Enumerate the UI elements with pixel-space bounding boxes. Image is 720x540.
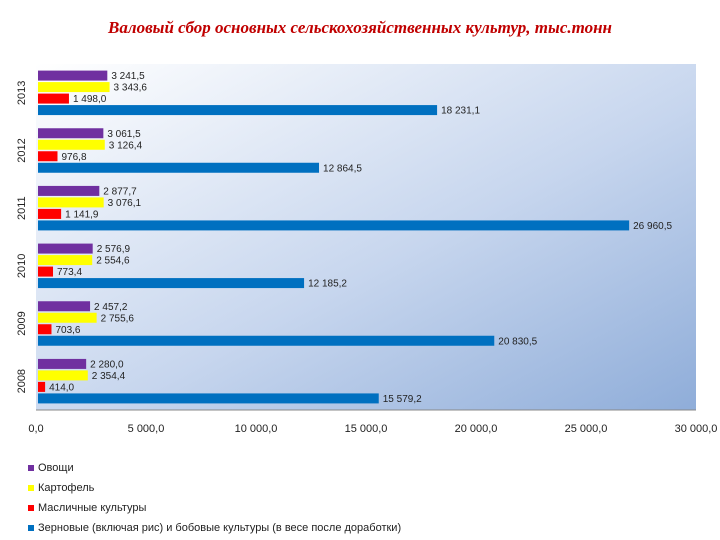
bar [38, 151, 58, 162]
bar [38, 93, 69, 104]
plot-area [36, 64, 696, 410]
data-label: 2 280,0 [90, 359, 124, 370]
data-label: 1 498,0 [73, 94, 107, 105]
legend-item-potatoes: Картофель [28, 478, 401, 498]
data-label: 2 457,2 [94, 302, 128, 313]
category-label: 2010 [16, 254, 28, 278]
bar [38, 128, 104, 139]
x-tick-label: 30 000,0 [675, 423, 718, 435]
legend-label: Масличные культуры [38, 502, 147, 514]
bar [38, 208, 62, 219]
bar [38, 324, 52, 335]
data-label: 976,8 [61, 152, 86, 163]
data-label: 2 554,6 [96, 256, 130, 267]
bar [38, 70, 108, 81]
bar [38, 162, 320, 173]
legend-item-vegetables: Овощи [28, 458, 401, 478]
data-label: 26 960,5 [633, 221, 672, 232]
bar [38, 266, 54, 277]
legend-label: Картофель [38, 482, 95, 494]
legend-label: Овощи [38, 462, 74, 474]
bar [38, 185, 100, 196]
bar [38, 370, 88, 381]
category-label: 2011 [16, 196, 28, 220]
legend-label: Зерновые (включая рис) и бобовые культур… [38, 522, 402, 534]
x-tick-label: 15 000,0 [345, 423, 388, 435]
bar [38, 335, 495, 346]
bar [38, 393, 379, 404]
data-label: 2 755,6 [101, 313, 135, 324]
data-label: 3 343,6 [114, 83, 148, 94]
x-tick-label: 0,0 [28, 423, 43, 435]
data-label: 2 354,4 [92, 371, 126, 382]
bar [38, 278, 305, 289]
data-label: 703,6 [55, 325, 80, 336]
data-label: 1 141,9 [65, 209, 99, 220]
x-tick-label: 20 000,0 [455, 423, 498, 435]
legend-item-grains: Зерновые (включая рис) и бобовые культур… [28, 518, 401, 538]
bar [38, 243, 93, 254]
data-label: 3 076,1 [108, 198, 142, 209]
bar [38, 358, 87, 369]
bar [38, 381, 46, 392]
legend: Овощи Картофель Масличные культуры Зерно… [28, 458, 401, 538]
bar [38, 105, 438, 116]
bar [38, 139, 105, 150]
chart-title: Валовый сбор основных сельскохозяйственн… [108, 18, 612, 37]
data-label: 2 576,9 [97, 244, 131, 255]
data-label: 773,4 [57, 267, 82, 278]
bar [38, 82, 110, 93]
data-label: 414,0 [49, 382, 74, 393]
data-label: 18 231,1 [441, 106, 480, 117]
bar [38, 312, 97, 323]
legend-swatch [28, 465, 34, 471]
legend-swatch [28, 525, 34, 531]
data-label: 3 126,4 [109, 140, 143, 151]
bar [38, 255, 93, 266]
bar [38, 301, 91, 312]
bar [38, 197, 104, 208]
legend-swatch [28, 485, 34, 491]
data-label: 3 061,5 [107, 129, 141, 140]
category-label: 2009 [16, 311, 28, 335]
data-label: 20 830,5 [498, 336, 537, 347]
data-label: 12 185,2 [308, 279, 347, 290]
category-label: 2012 [16, 138, 28, 162]
data-label: 3 241,5 [111, 71, 145, 82]
x-tick-label: 5 000,0 [128, 423, 165, 435]
x-tick-label: 25 000,0 [565, 423, 608, 435]
bar [38, 220, 630, 231]
data-label: 12 864,5 [323, 163, 362, 174]
legend-item-oilseeds: Масличные культуры [28, 498, 401, 518]
legend-swatch [28, 505, 34, 511]
category-label: 2013 [16, 81, 28, 105]
data-label: 2 877,7 [103, 186, 137, 197]
data-label: 15 579,2 [383, 394, 422, 405]
category-label: 2008 [16, 369, 28, 393]
x-tick-label: 10 000,0 [235, 423, 278, 435]
